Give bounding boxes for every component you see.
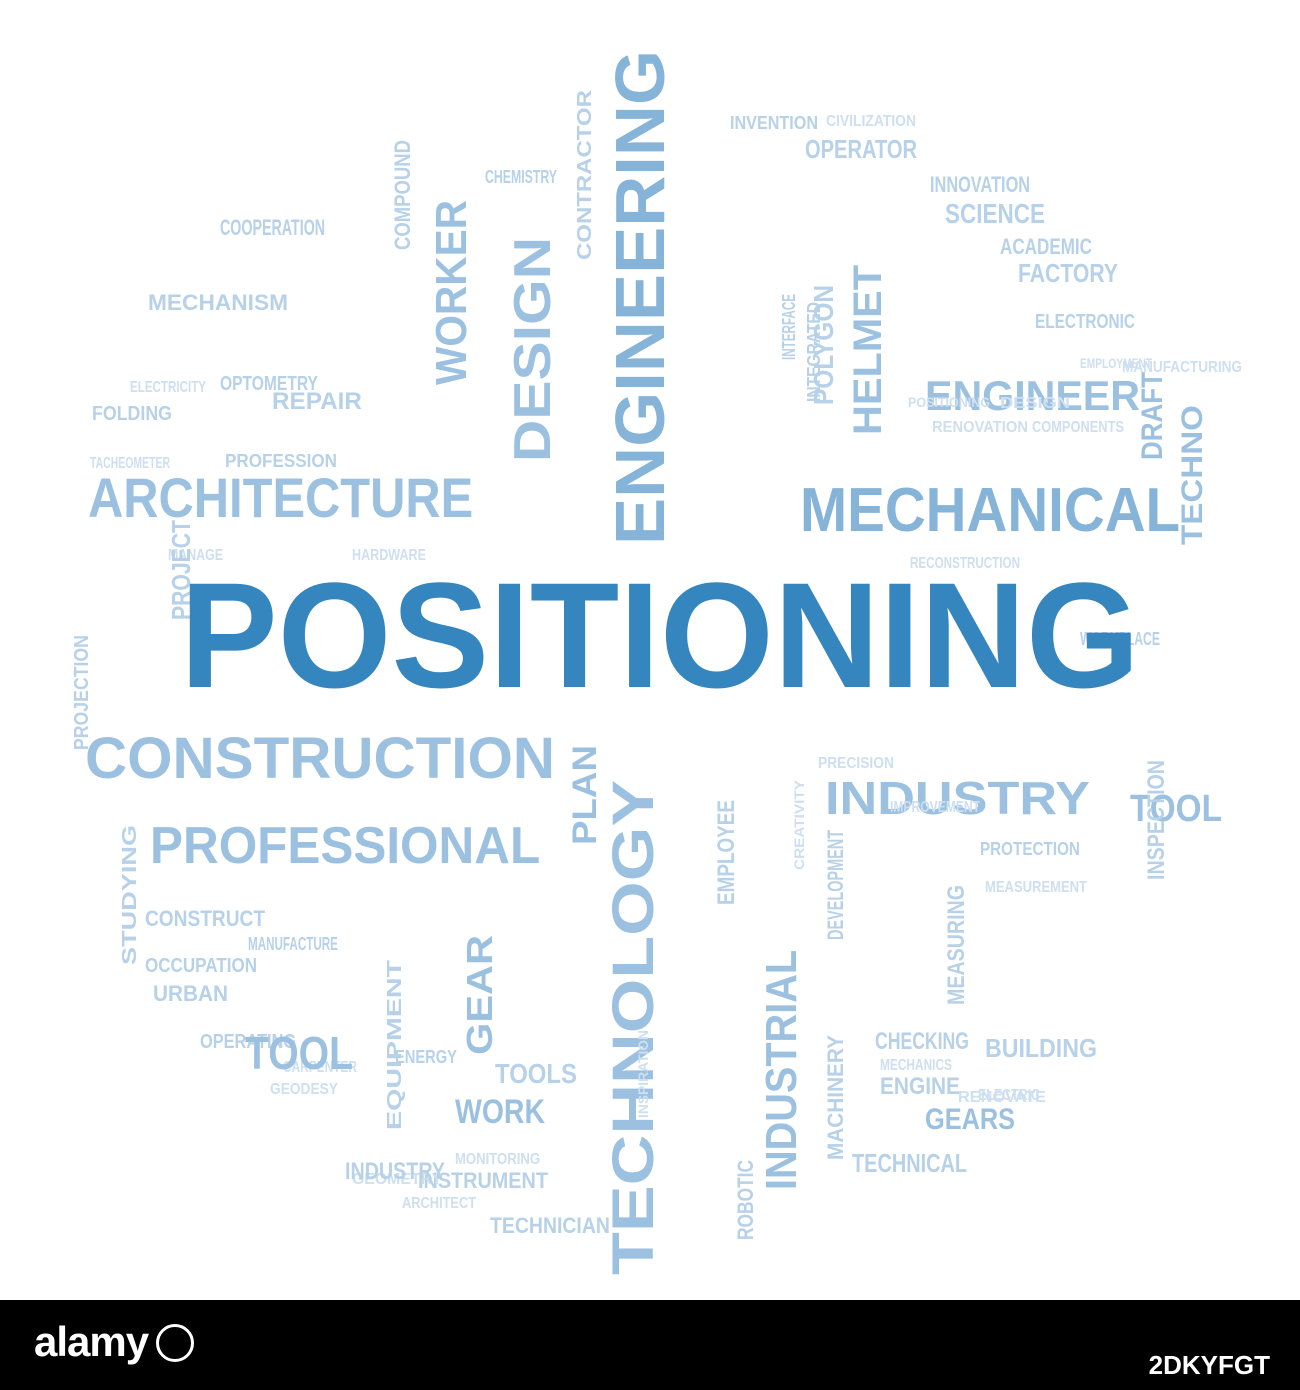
cloud-word: URBAN bbox=[153, 981, 229, 1006]
cloud-word: TECHNICIAN bbox=[490, 1213, 610, 1238]
watermark-footer-bar bbox=[0, 1300, 1300, 1390]
cloud-word: OPERATOR bbox=[805, 134, 918, 164]
cloud-word: SCIENCE bbox=[945, 198, 1045, 229]
cloud-word: WORK bbox=[455, 1093, 546, 1131]
cloud-word: DESIGN bbox=[504, 236, 562, 462]
cloud-word: MECHANICS bbox=[880, 1057, 952, 1074]
cloud-word: TECHNOLOGY bbox=[601, 779, 666, 1275]
cloud-word: INTEGRATED bbox=[804, 301, 824, 402]
cloud-word: MANUFACTURING bbox=[1122, 359, 1242, 376]
cloud-word: RENOVATE bbox=[958, 1089, 1047, 1106]
cloud-word: CARPENTER bbox=[283, 1059, 357, 1076]
cloud-word: TECHNICAL bbox=[852, 1148, 968, 1178]
image-id: 2DKYFGT bbox=[1148, 1350, 1270, 1380]
cloud-word: INSPECTION bbox=[1143, 760, 1170, 880]
cloud-word: GEODESY bbox=[270, 1081, 338, 1098]
cloud-word: CHECKING bbox=[875, 1028, 969, 1055]
word-cloud: ENGINEERING MECHANICAL ARCHITECTURE CONSTRU… bbox=[71, 50, 1242, 1275]
cloud-word: POSITIONING bbox=[908, 394, 990, 410]
cloud-word: POSITIONING bbox=[180, 551, 1140, 719]
cloud-word: INNOVATION bbox=[930, 172, 1031, 197]
cloud-word: CONSTRUCT bbox=[145, 906, 266, 931]
cloud-word: CHEMISTRY bbox=[485, 167, 557, 187]
cloud-word: DEVELOPMENT bbox=[823, 829, 848, 940]
cloud-word: MANUFACTURE bbox=[248, 934, 338, 954]
cloud-word: PLAN bbox=[566, 745, 604, 845]
cloud-word: PROFESSION bbox=[225, 451, 338, 471]
cloud-word: ENGINE bbox=[880, 1073, 960, 1100]
cloud-word: RENOVATION bbox=[932, 419, 1028, 436]
cloud-word: FACTORY bbox=[1018, 258, 1118, 288]
cloud-word: MANAGE bbox=[168, 547, 223, 564]
cloud-word: TOOL bbox=[245, 1027, 354, 1079]
cloud-word: INDUSTRY bbox=[345, 1158, 445, 1185]
cloud-word: INDUSTRY bbox=[825, 772, 1090, 824]
cloud-word: INSPIRATION bbox=[635, 1029, 651, 1118]
cloud-word: COMPOUND bbox=[390, 140, 415, 250]
brand-logo: alamy bbox=[34, 1318, 195, 1366]
cloud-word: INSTRUMENT bbox=[418, 1168, 548, 1193]
cloud-word: TACHEOMETER bbox=[90, 455, 171, 472]
cloud-word: HARDWARE bbox=[352, 547, 426, 564]
cloud-word: ARCHITECT bbox=[402, 1195, 477, 1212]
cloud-word: GEAR bbox=[459, 934, 500, 1055]
cloud-word: MONITORING bbox=[455, 1151, 541, 1168]
cloud-word: EMPLOYEE bbox=[713, 800, 740, 905]
cloud-word: ROBOTIC bbox=[733, 1159, 758, 1240]
cloud-word: CONSTRUCTION bbox=[85, 726, 556, 791]
cloud-word: COMPONENTS bbox=[1032, 419, 1124, 436]
cloud-word: TOOL bbox=[1130, 788, 1222, 830]
cloud-word: FOLDING bbox=[92, 403, 173, 425]
cloud-word: ENERGY bbox=[395, 1047, 457, 1067]
cloud-word: OPTOMETRY bbox=[220, 373, 318, 395]
cloud-word: ENGINEERING bbox=[601, 50, 679, 546]
cloud-word: INTERFACE bbox=[779, 293, 799, 360]
cloud-word: GEOMETRY bbox=[352, 1171, 442, 1188]
cloud-word: ENGINEER bbox=[925, 372, 1140, 419]
cloud-word: TOOLS bbox=[495, 1058, 578, 1089]
cloud-word: MECHANISM bbox=[148, 290, 289, 315]
cloud-word: INVENTION bbox=[730, 113, 819, 133]
cloud-word: OPERATING bbox=[200, 1031, 297, 1053]
cloud-word: RECONSTRUCTION bbox=[910, 555, 1021, 572]
cloud-word: DRAFT bbox=[1136, 371, 1169, 460]
cloud-word: ARCHITECTURE bbox=[88, 466, 474, 529]
cloud-word: MEASURING bbox=[943, 885, 970, 1005]
cloud-word: OCCUPATION bbox=[145, 955, 258, 977]
cloud-word: PROJECTION bbox=[71, 635, 93, 750]
cloud-word: PROFESSIONAL bbox=[150, 817, 541, 875]
cloud-word: ELECTRONIC bbox=[1035, 311, 1135, 333]
cloud-word: DESIGN bbox=[1000, 395, 1070, 412]
cloud-word: CONTRACTOR bbox=[574, 90, 596, 260]
brand-name: alamy bbox=[34, 1318, 149, 1365]
cloud-word: WORKPLACE bbox=[1080, 629, 1161, 649]
cloud-word: IMPROVEMENT bbox=[890, 799, 981, 816]
cloud-word: MEASUREMENT bbox=[985, 879, 1088, 896]
cloud-word: BUILDING bbox=[985, 1033, 1097, 1063]
cloud-word: ELECTRICITY bbox=[130, 379, 207, 396]
cloud-word: ACADEMIC bbox=[1000, 234, 1093, 259]
cloud-word: COOPERATION bbox=[220, 215, 326, 240]
cloud-word: PRECISION bbox=[818, 755, 894, 772]
cloud-word: GEARS bbox=[925, 1103, 1016, 1136]
cloud-word: EQUIPMENT bbox=[384, 959, 406, 1130]
brand-mark-icon bbox=[156, 1324, 195, 1362]
cloud-word: HELMET bbox=[846, 264, 890, 435]
cloud-word: WORKER bbox=[427, 199, 476, 385]
cloud-word: REPAIR bbox=[272, 388, 362, 415]
cloud-word: INDUSTRIAL bbox=[757, 949, 806, 1190]
cloud-word: MECHANICAL bbox=[800, 476, 1181, 545]
cloud-word: STUDYING bbox=[119, 824, 141, 965]
cloud-word: PROTECTION bbox=[980, 839, 1080, 859]
cloud-word: TECHNO bbox=[1176, 405, 1209, 545]
cloud-word: ELECTRIC bbox=[978, 1087, 1040, 1104]
cloud-word: EMPLOYMENT bbox=[1080, 355, 1153, 371]
cloud-word: MACHINERY bbox=[823, 1034, 848, 1160]
cloud-word: CIVILIZATION bbox=[826, 113, 917, 130]
cloud-word: CREATIVITY bbox=[791, 779, 807, 870]
